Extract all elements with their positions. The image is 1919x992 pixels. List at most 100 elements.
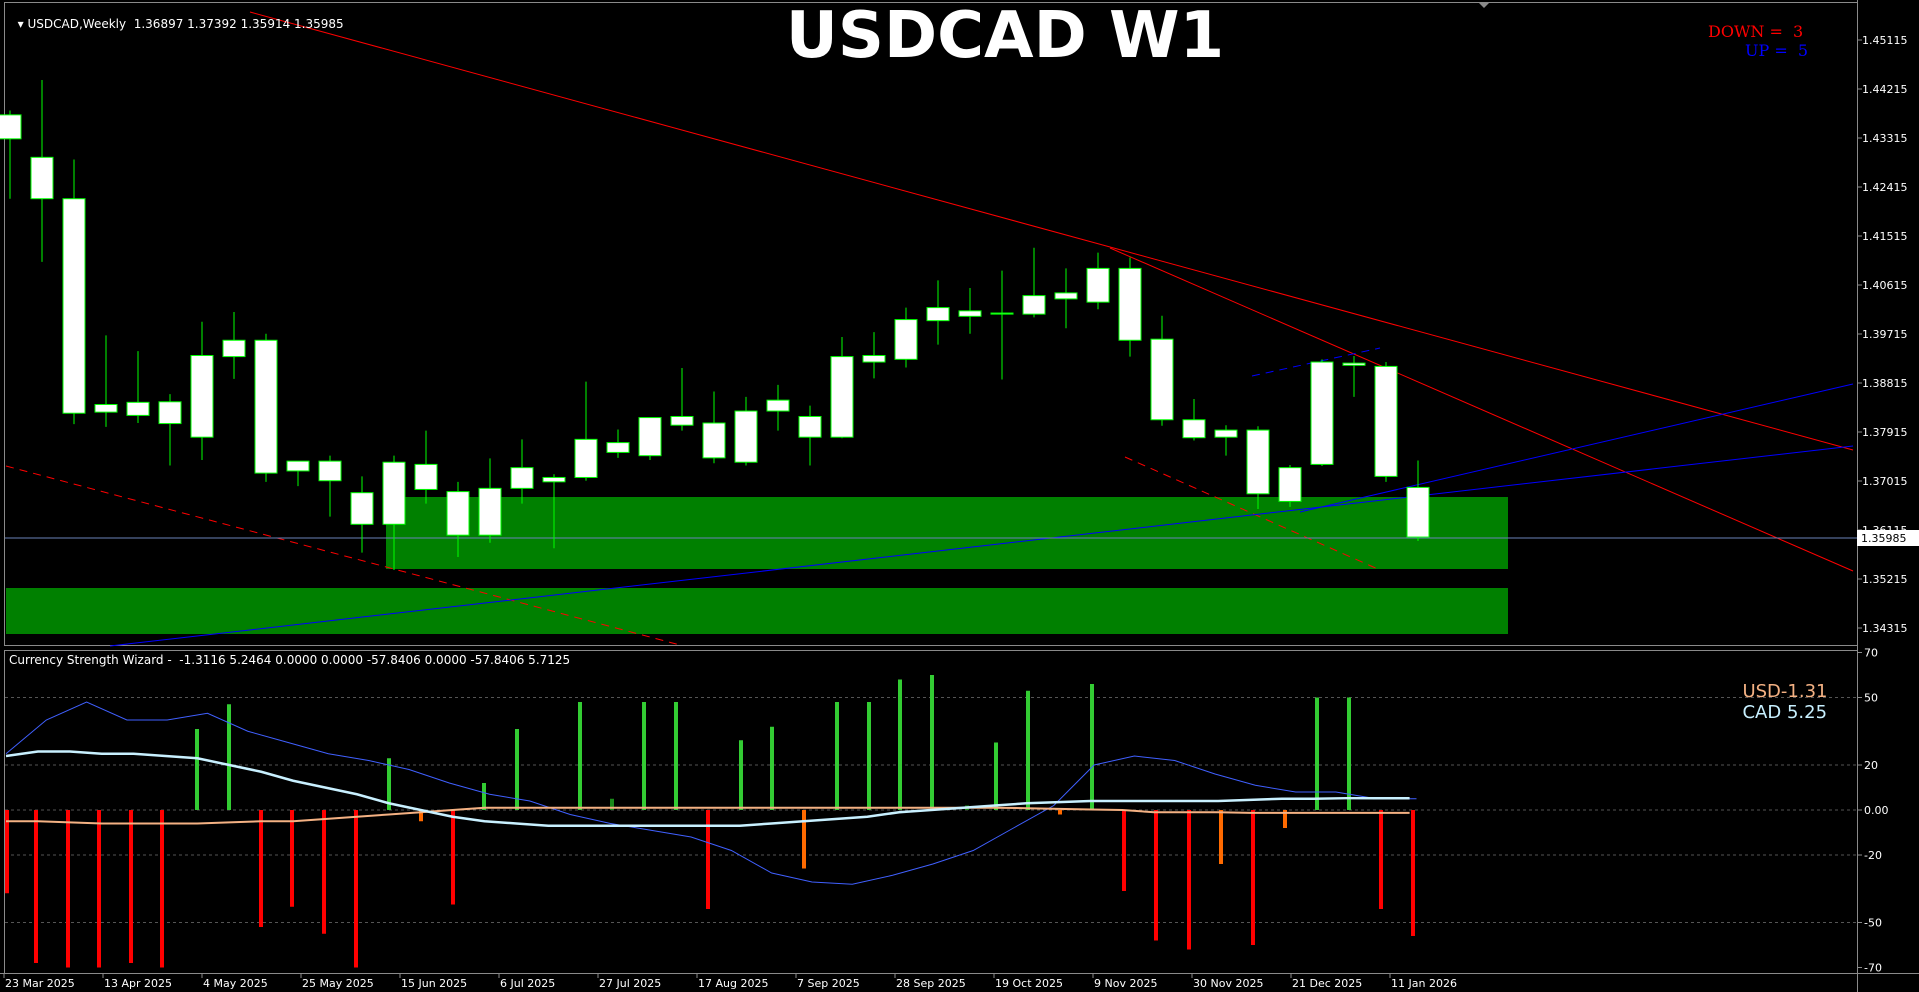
time-tick-label: 9 Nov 2025: [1094, 977, 1157, 990]
support-zone-lower: [6, 588, 1508, 634]
candle-bear: [1246, 429, 1270, 495]
candle-bear: [0, 114, 22, 140]
indicator-bar: [1283, 810, 1287, 828]
time-tick-label: 6 Jul 2025: [500, 977, 555, 990]
indicator-bar: [578, 702, 582, 810]
price-tick-label: 1.39715: [1862, 328, 1908, 341]
candle-bull: [862, 355, 886, 363]
candle-bull: [382, 461, 406, 525]
candle-bull: [606, 442, 630, 453]
candle-bull: [286, 460, 310, 472]
time-axis: 23 Mar 2025 13 Apr 2025 4 May 2025 25 May 2…: [3, 973, 1457, 990]
symbol-header: ▾ USDCAD,Weekly 1.36897 1.37392 1.35914 …: [10, 3, 344, 31]
level-tick-label: -20: [1864, 849, 1882, 862]
indicator-bar: [770, 726, 774, 810]
candle-bull: [542, 476, 566, 483]
trend-line-blue-long: [109, 445, 1854, 647]
candle-bear: [1182, 419, 1206, 439]
indicator-bar: [1347, 697, 1351, 810]
indicator-bar: [930, 675, 934, 810]
indicator-bar: [1058, 810, 1062, 815]
indicator-bar: [451, 810, 455, 905]
indicator-bar: [1219, 810, 1223, 864]
candle-bull: [158, 401, 182, 425]
indicator-bar: [739, 740, 743, 810]
indicator-bar: [1187, 810, 1191, 950]
candle-bear: [30, 156, 54, 200]
trend-line-blue-upper: [1299, 383, 1854, 513]
price-tick-label: 1.44215: [1862, 83, 1908, 96]
indicator-bar: [674, 702, 678, 810]
candle-bull: [1022, 295, 1046, 315]
usd-strength-label: USD-1.31: [1742, 681, 1828, 702]
candle-bull: [734, 410, 758, 463]
indicator-info: Currency Strength Wizard - -1.3116 5.246…: [9, 653, 571, 667]
cad-strength-label: CAD 5.25: [1742, 702, 1828, 723]
candle-bear: [1342, 362, 1366, 366]
indicator-bar: [160, 810, 164, 968]
indicator-bar: [1122, 810, 1126, 891]
time-tick-label: 17 Aug 2025: [698, 977, 768, 990]
price-tick-label: 1.45115: [1862, 34, 1908, 47]
candle-bull: [894, 319, 918, 360]
indicator-bar: [1090, 684, 1094, 810]
indicator-blue-line: [5, 701, 1417, 885]
cad-strength-line: [5, 750, 1410, 827]
indicator-bar: [387, 758, 391, 810]
candle-bull: [638, 417, 662, 457]
indicator-bar: [1026, 690, 1030, 810]
indicator-bar: [97, 810, 101, 968]
candle-bear: [318, 460, 342, 482]
candle-bull: [1214, 429, 1238, 438]
candle-bull: [1054, 292, 1078, 300]
time-tick-label: 21 Dec 2025: [1292, 977, 1362, 990]
indicator-bar: [610, 798, 614, 810]
candle-bull: [222, 339, 246, 358]
time-tick-label: 23 Mar 2025: [5, 977, 75, 990]
indicator-bar: [5, 810, 9, 894]
level-tick-label: 0.00: [1864, 804, 1889, 817]
indicator-bar: [642, 702, 646, 810]
candle-bull: [1086, 267, 1110, 303]
indicator-bar: [1251, 810, 1255, 945]
price-tick-label: 1.41515: [1862, 230, 1908, 243]
candle-bear: [62, 198, 86, 414]
level-tick-label: -70: [1864, 962, 1882, 975]
chart-shift-marker[interactable]: [1478, 2, 1490, 8]
candles-group: [0, 80, 1430, 571]
candle-bear: [702, 422, 726, 459]
candle-bull: [190, 355, 214, 438]
candle-bull: [670, 415, 694, 426]
indicator-bar: [1315, 697, 1319, 810]
indicator-bar: [290, 810, 294, 907]
indicator-bar: [1411, 810, 1415, 936]
chart-title: USDCAD W1: [785, 0, 1225, 73]
indicator-bar: [994, 742, 998, 810]
time-tick-label: 13 Apr 2025: [104, 977, 172, 990]
trend-line-red-long: [249, 11, 1854, 451]
candle-bull: [830, 356, 854, 438]
indicator-bar: [898, 679, 902, 810]
dropdown-icon[interactable]: ▾: [17, 17, 24, 31]
trend-line-red-dashed-left: [5, 465, 681, 646]
candle-bull: [926, 307, 950, 322]
indicator-bar: [835, 702, 839, 810]
indicator-bar: [1379, 810, 1383, 909]
trend-line-blue-dashed: [1251, 347, 1381, 377]
candle-bear: [446, 491, 470, 536]
indicator-bar: [515, 729, 519, 810]
price-tick-label: 1.40615: [1862, 279, 1908, 292]
indicator-bar: [227, 704, 231, 810]
candle-bear: [1150, 338, 1174, 421]
candle-bull: [510, 467, 534, 489]
candle-bull: [1278, 467, 1302, 502]
time-tick-label: 27 Jul 2025: [599, 977, 661, 990]
support-zone-upper: [386, 497, 1508, 569]
candle-bear: [1374, 365, 1398, 477]
price-tick-label: 1.42415: [1862, 181, 1908, 194]
price-tick-label: 1.35215: [1862, 573, 1908, 586]
time-tick-label: 28 Sep 2025: [896, 977, 966, 990]
price-axis: 1.45115 1.44215 1.43315 1.42415 1.41515 1.406…: [1857, 34, 1908, 635]
indicator-bar: [66, 810, 70, 968]
